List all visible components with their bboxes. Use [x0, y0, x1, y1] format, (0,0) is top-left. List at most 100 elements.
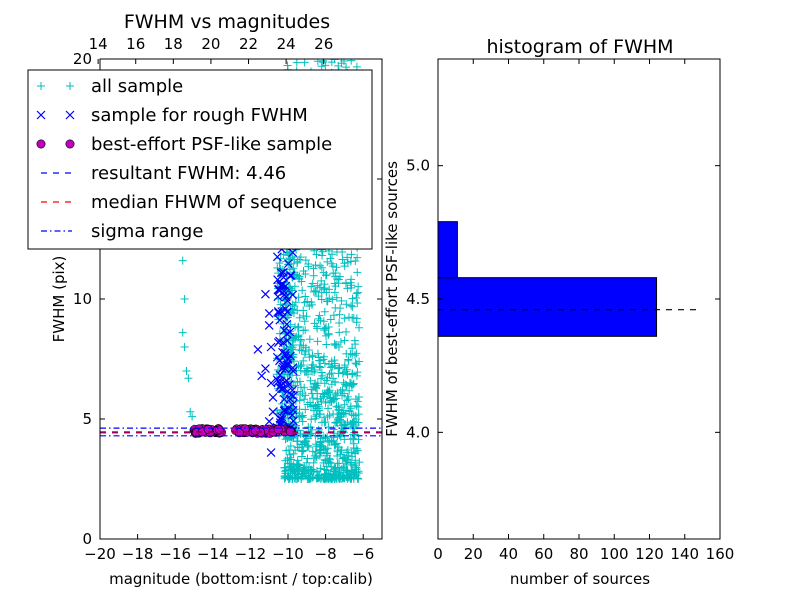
- point-all-sample: [276, 337, 285, 346]
- point-all-sample: [348, 294, 357, 303]
- point-all-sample: [354, 288, 363, 297]
- point-all-sample: [297, 361, 306, 370]
- point-sample-for-rough-fwhm: [264, 308, 274, 318]
- point-all-sample: [311, 379, 320, 388]
- point-all-sample: [286, 442, 295, 451]
- point-sample-for-rough-fwhm: [288, 248, 298, 257]
- point-sample-for-rough-fwhm: [257, 371, 267, 381]
- point-all-sample: [346, 402, 355, 411]
- point-all-sample: [295, 313, 304, 322]
- point-all-sample: [336, 412, 345, 421]
- point-sample-for-rough-fwhm: [287, 410, 297, 420]
- point-all-sample: [304, 260, 313, 269]
- point-all-sample: [335, 459, 344, 468]
- point-all-sample: [290, 466, 299, 475]
- point-all-sample: [321, 470, 330, 479]
- legend-box: [27, 69, 373, 250]
- point-all-sample: [293, 257, 302, 266]
- point-all-sample: [322, 270, 331, 279]
- point-all-sample: [299, 306, 308, 315]
- point-all-sample: [349, 439, 358, 448]
- point-all-sample: [309, 458, 318, 467]
- point-all-sample: [281, 456, 290, 465]
- point-all-sample: [305, 335, 314, 344]
- point-all-sample: [309, 473, 318, 482]
- x-tick-label: 80: [569, 545, 588, 563]
- point-sample-for-rough-fwhm: [280, 377, 290, 387]
- histogram-bar-0: [437, 277, 658, 337]
- point-all-sample: [323, 432, 332, 441]
- point-all-sample: [323, 297, 332, 306]
- point-all-sample: [289, 264, 298, 273]
- x-tick-label: −20: [84, 545, 116, 563]
- point-all-sample: [331, 272, 340, 281]
- legend-label-rough-fwhm: sample for rough FWHM: [91, 105, 308, 126]
- y-tick-label: 4.0: [406, 423, 430, 441]
- point-all-sample: [335, 319, 344, 328]
- legend-marker: [65, 139, 75, 149]
- point-all-sample: [314, 292, 323, 301]
- point-all-sample: [318, 389, 327, 398]
- point-all-sample: [301, 326, 310, 335]
- point-sample-for-rough-fwhm: [274, 308, 283, 318]
- point-all-sample: [347, 379, 356, 388]
- point-all-sample: [352, 349, 361, 358]
- point-all-sample: [302, 364, 311, 373]
- point-all-sample: [310, 367, 319, 376]
- right-chart: histogram of FWHM 0 20 40 60 80 100 120 140 160 …: [383, 36, 734, 588]
- point-sample-for-rough-fwhm: [280, 348, 290, 358]
- point-sample-for-rough-fwhm: [288, 366, 298, 376]
- point-all-sample: [329, 410, 338, 419]
- point-all-sample: [316, 464, 325, 473]
- point-all-sample: [178, 328, 187, 337]
- point-all-sample: [276, 300, 285, 309]
- point-all-sample: [354, 403, 363, 412]
- point-all-sample: [320, 413, 329, 422]
- point-all-sample: [331, 303, 340, 312]
- point-all-sample: [309, 264, 318, 273]
- point-all-sample: [311, 261, 320, 270]
- point-all-sample: [300, 317, 309, 326]
- top-tick-label: 26: [314, 35, 333, 53]
- point-all-sample: [342, 278, 351, 287]
- point-all-sample: [313, 349, 322, 358]
- point-all-sample: [281, 299, 290, 308]
- legend-label-all-sample: all sample: [91, 76, 183, 97]
- point-all-sample: [330, 361, 339, 370]
- point-all-sample: [328, 295, 337, 304]
- point-sample-for-rough-fwhm: [266, 448, 276, 458]
- point-all-sample: [342, 468, 351, 477]
- point-all-sample: [317, 295, 326, 304]
- point-all-sample: [326, 363, 335, 372]
- left-chart: FWHM vs magnitudes −20 −18 −16 −14 −12 −10 −8−…: [27, 11, 383, 588]
- point-all-sample: [340, 336, 349, 345]
- point-all-sample: [297, 469, 306, 478]
- point-sample-for-rough-fwhm: [278, 267, 288, 277]
- point-all-sample: [308, 279, 317, 288]
- point-all-sample: [312, 250, 321, 259]
- x-tick-label: −18: [122, 545, 154, 563]
- point-all-sample: [347, 460, 356, 469]
- point-all-sample: [311, 286, 320, 295]
- point-all-sample: [325, 411, 334, 420]
- point-all-sample: [317, 397, 326, 406]
- point-all-sample: [335, 310, 344, 319]
- point-all-sample: [308, 394, 317, 403]
- x-tick-label: −12: [235, 545, 267, 563]
- point-all-sample: [343, 418, 352, 427]
- point-all-sample: [335, 363, 344, 372]
- point-sample-for-rough-fwhm: [283, 358, 293, 368]
- point-all-sample: [324, 436, 333, 445]
- point-all-sample: [298, 447, 307, 456]
- x-tick-label: −14: [197, 545, 229, 563]
- point-all-sample: [345, 313, 354, 322]
- point-sample-for-rough-fwhm: [268, 392, 278, 402]
- point-sample-for-rough-fwhm: [281, 292, 291, 302]
- x-tick-label: 20: [464, 545, 483, 563]
- point-all-sample: [342, 381, 351, 389]
- point-all-sample: [286, 282, 295, 291]
- point-all-sample: [308, 351, 317, 360]
- point-all-sample: [275, 329, 284, 338]
- point-all-sample: [275, 259, 284, 268]
- point-all-sample: [322, 340, 331, 349]
